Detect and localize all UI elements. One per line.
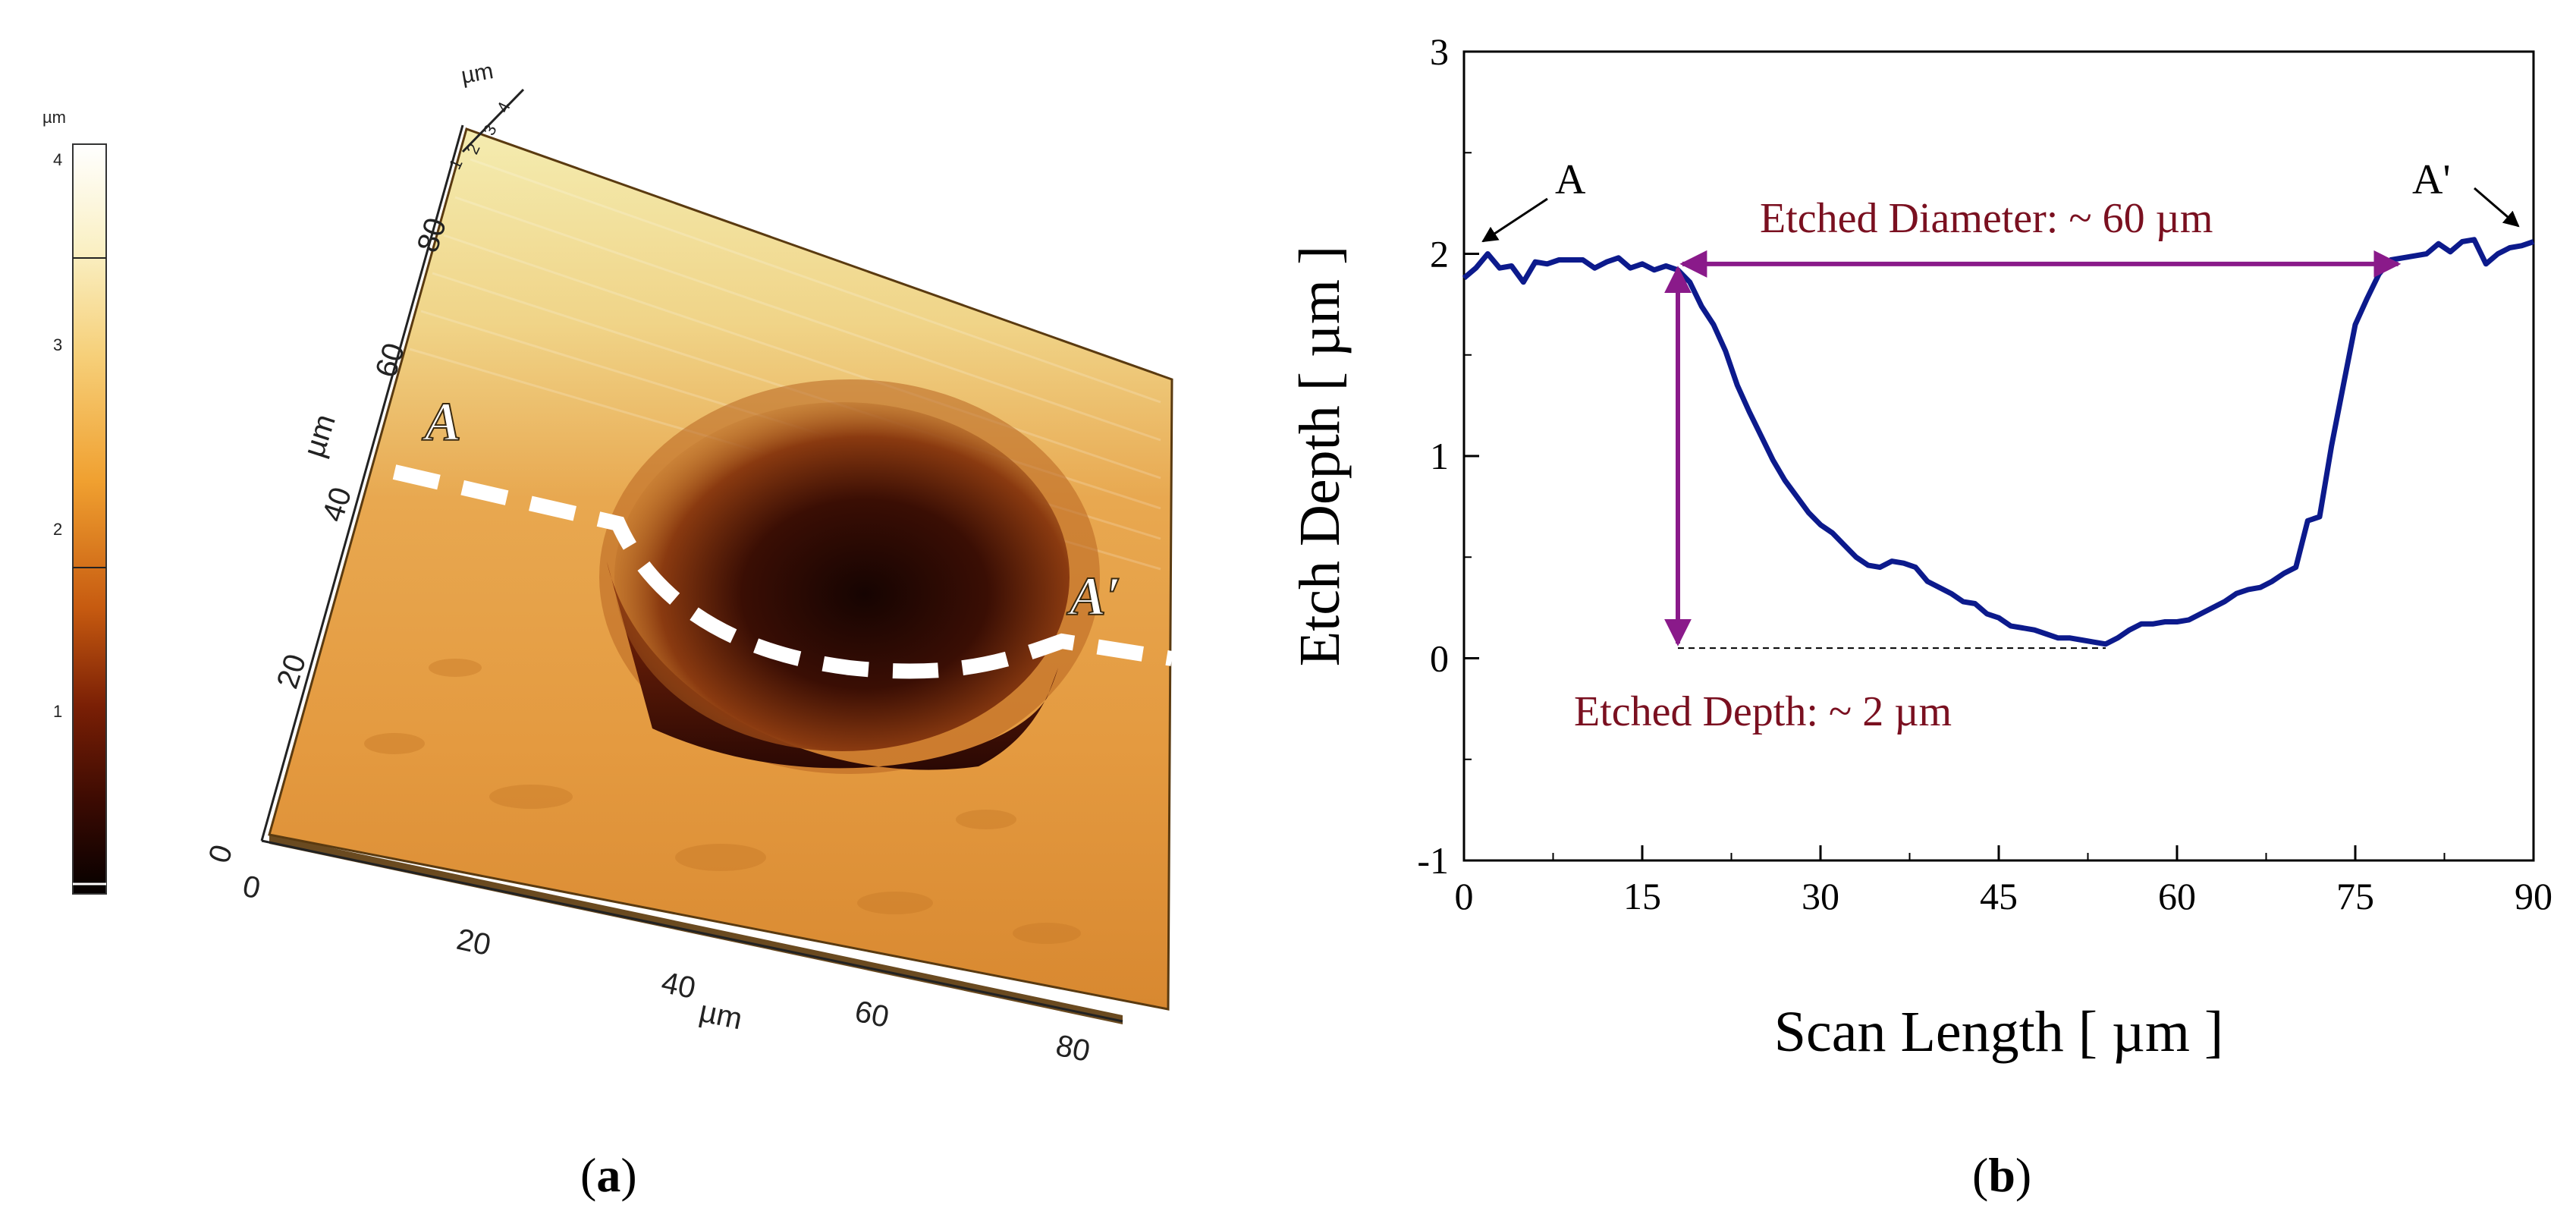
x-tick-label: 60 bbox=[852, 995, 892, 1034]
y-tick-label: -1 bbox=[1417, 839, 1449, 882]
afm-surface: A A′ bbox=[268, 127, 1173, 1024]
colorbar-tick: 4 bbox=[53, 150, 62, 169]
depth-annotation: Etched Depth: ~ 2 µm bbox=[1574, 688, 1952, 735]
plot-frame bbox=[1462, 50, 2535, 862]
caption-a: (a) bbox=[580, 1147, 637, 1203]
x-tick-label: 0 bbox=[1455, 875, 1474, 917]
x-tick-label: 20 bbox=[454, 923, 494, 962]
y-tick-label: 3 bbox=[1430, 30, 1449, 73]
x-tick-label: 15 bbox=[1623, 875, 1661, 917]
colorbar-unit: µm bbox=[42, 108, 66, 127]
y-tick-label: 0 bbox=[203, 841, 240, 867]
x-tick-label: 40 bbox=[658, 966, 699, 1005]
x-tick-label: 80 bbox=[1053, 1029, 1093, 1068]
x-axis-unit: µm bbox=[696, 995, 745, 1037]
colorbar-gradient bbox=[72, 143, 107, 895]
marker-a-prime: A′ bbox=[1067, 566, 1121, 627]
caption-b-letter: b bbox=[1988, 1148, 2015, 1202]
y-tick-label: 20 bbox=[271, 650, 313, 693]
colorbar-tick: 3 bbox=[53, 335, 62, 354]
caption-b: (b) bbox=[1972, 1147, 2031, 1203]
colorbar-tick: 2 bbox=[53, 520, 62, 539]
y-tick-label: 2 bbox=[1430, 233, 1449, 275]
caption-a-close: ) bbox=[620, 1148, 637, 1202]
point-a-prime-arrow bbox=[2474, 187, 2520, 228]
etched-pit bbox=[614, 402, 1070, 751]
point-a-prime-label: A' bbox=[2412, 156, 2451, 203]
panel-a-x-axis: 0 20 40 60 80 µm bbox=[240, 839, 1123, 1068]
point-a-label: A bbox=[1555, 156, 1586, 203]
y-tick-label: 1 bbox=[1430, 435, 1449, 477]
panel-a: µm 4 3 2 1 bbox=[42, 58, 1173, 1068]
y-ticks: -1 0 1 2 3 bbox=[1417, 30, 1479, 882]
diameter-annotation: Etched Diameter: ~ 60 µm bbox=[1760, 195, 2213, 242]
y-axis-label: Etch Depth [ µm ] bbox=[1288, 246, 1352, 667]
caption-b-open: ( bbox=[1972, 1148, 1989, 1202]
caption-b-close: ) bbox=[2015, 1148, 2032, 1202]
caption-a-letter: a bbox=[596, 1148, 621, 1202]
caption-a-open: ( bbox=[580, 1148, 597, 1202]
marker-a: A bbox=[422, 392, 461, 452]
x-tick-label: 30 bbox=[1802, 875, 1839, 917]
x-tick-label: 60 bbox=[2158, 875, 2196, 917]
surface-speckle bbox=[364, 659, 1081, 944]
x-axis-label: Scan Length [ µm ] bbox=[1774, 1000, 2224, 1064]
profile-line-series bbox=[1462, 237, 2535, 647]
profile-line bbox=[392, 464, 1173, 679]
colorbar-tick: 1 bbox=[53, 702, 62, 721]
x-tick-label: 75 bbox=[2336, 875, 2374, 917]
z-axis-unit: µm bbox=[459, 58, 495, 89]
point-a-arrow bbox=[1481, 197, 1548, 243]
colorbar: µm 4 3 2 1 bbox=[42, 108, 107, 895]
y-axis-unit: µm bbox=[297, 411, 342, 461]
y-tick-label: 0 bbox=[1430, 637, 1449, 680]
x-tick-label: 45 bbox=[1980, 875, 2018, 917]
x-tick-label: 0 bbox=[240, 870, 263, 906]
x-ticks: 0 15 30 45 60 75 90 bbox=[1455, 845, 2552, 917]
x-tick-label: 90 bbox=[2515, 875, 2552, 917]
